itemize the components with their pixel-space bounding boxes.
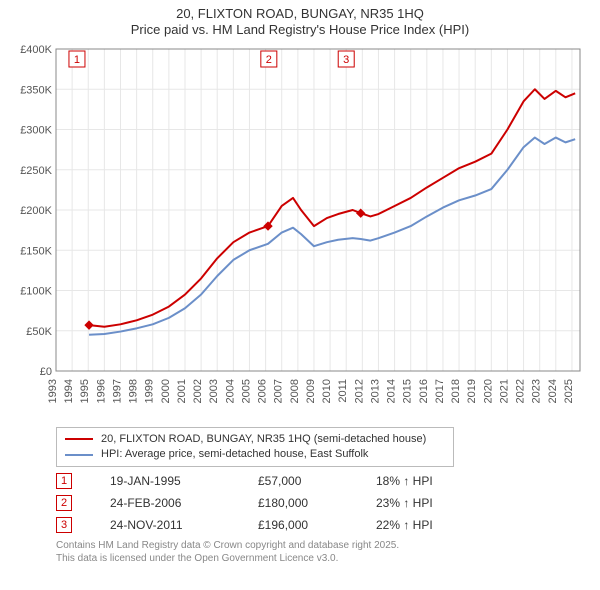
- svg-text:2010: 2010: [321, 379, 333, 403]
- legend-swatch: [65, 454, 93, 456]
- svg-text:2011: 2011: [337, 379, 349, 403]
- svg-text:1993: 1993: [47, 379, 59, 403]
- svg-text:2004: 2004: [224, 379, 236, 403]
- footer: Contains HM Land Registry data © Crown c…: [56, 539, 590, 565]
- svg-text:£100K: £100K: [20, 285, 52, 297]
- footer-line1: Contains HM Land Registry data © Crown c…: [56, 539, 590, 552]
- marker-price: £180,000: [258, 496, 338, 510]
- svg-text:1995: 1995: [79, 379, 91, 403]
- svg-text:1998: 1998: [128, 379, 140, 403]
- table-row: 1 19-JAN-1995 £57,000 18% ↑ HPI: [56, 473, 590, 489]
- legend-label: 20, FLIXTON ROAD, BUNGAY, NR35 1HQ (semi…: [101, 432, 426, 447]
- chart-svg: £0 £50K £100K £150K £200K £250K £300K £350K £400…: [10, 43, 590, 421]
- svg-text:2000: 2000: [160, 379, 172, 403]
- svg-text:2006: 2006: [257, 379, 269, 403]
- marker-badge: 3: [56, 517, 72, 533]
- svg-text:2001: 2001: [176, 379, 188, 403]
- legend-item: 20, FLIXTON ROAD, BUNGAY, NR35 1HQ (semi…: [65, 432, 445, 447]
- svg-text:1: 1: [74, 54, 80, 66]
- svg-text:2003: 2003: [208, 379, 220, 403]
- svg-text:1999: 1999: [144, 379, 156, 403]
- svg-text:2014: 2014: [386, 379, 398, 403]
- marker-number: 3: [61, 520, 67, 531]
- marker-hpi: 22% ↑ HPI: [376, 518, 476, 532]
- marker-badge: 1: [56, 473, 72, 489]
- marker-date: 24-FEB-2006: [110, 496, 220, 510]
- svg-text:2016: 2016: [418, 379, 430, 403]
- svg-text:£250K: £250K: [20, 164, 52, 176]
- svg-text:£50K: £50K: [26, 325, 52, 337]
- svg-text:£350K: £350K: [20, 84, 52, 96]
- svg-text:2005: 2005: [240, 379, 252, 403]
- chart-title-line2: Price paid vs. HM Land Registry's House …: [10, 22, 590, 38]
- svg-text:2013: 2013: [369, 379, 381, 403]
- svg-text:2007: 2007: [273, 379, 285, 403]
- svg-text:2: 2: [266, 54, 272, 66]
- table-row: 2 24-FEB-2006 £180,000 23% ↑ HPI: [56, 495, 590, 511]
- svg-text:2020: 2020: [482, 379, 494, 403]
- svg-text:2017: 2017: [434, 379, 446, 403]
- svg-text:2012: 2012: [353, 379, 365, 403]
- svg-text:2015: 2015: [402, 379, 414, 403]
- marker-number: 1: [61, 476, 67, 487]
- legend-item: HPI: Average price, semi-detached house,…: [65, 447, 445, 462]
- marker-date: 24-NOV-2011: [110, 518, 220, 532]
- marker-number: 2: [61, 498, 67, 509]
- svg-text:2021: 2021: [498, 379, 510, 403]
- legend-swatch: [65, 438, 93, 440]
- svg-text:2019: 2019: [466, 379, 478, 403]
- table-row: 3 24-NOV-2011 £196,000 22% ↑ HPI: [56, 517, 590, 533]
- svg-text:2023: 2023: [531, 379, 543, 403]
- marker-price: £196,000: [258, 518, 338, 532]
- marker-table: 1 19-JAN-1995 £57,000 18% ↑ HPI 2 24-FEB…: [56, 473, 590, 533]
- svg-text:£150K: £150K: [20, 245, 52, 257]
- svg-text:£300K: £300K: [20, 124, 52, 136]
- marker-price: £57,000: [258, 474, 338, 488]
- svg-text:£400K: £400K: [20, 44, 52, 56]
- svg-text:1996: 1996: [95, 379, 107, 403]
- svg-text:1997: 1997: [111, 379, 123, 403]
- chart-container: 20, FLIXTON ROAD, BUNGAY, NR35 1HQ Price…: [0, 0, 600, 590]
- marker-hpi: 18% ↑ HPI: [376, 474, 476, 488]
- svg-text:2009: 2009: [305, 379, 317, 403]
- svg-text:3: 3: [343, 54, 349, 66]
- legend-label: HPI: Average price, semi-detached house,…: [101, 447, 368, 462]
- svg-text:1994: 1994: [63, 379, 75, 403]
- footer-line2: This data is licensed under the Open Gov…: [56, 552, 590, 565]
- marker-date: 19-JAN-1995: [110, 474, 220, 488]
- svg-text:2008: 2008: [289, 379, 301, 403]
- chart-plot-area: £0 £50K £100K £150K £200K £250K £300K £350K £400…: [10, 43, 590, 421]
- svg-text:2018: 2018: [450, 379, 462, 403]
- marker-hpi: 23% ↑ HPI: [376, 496, 476, 510]
- svg-text:2025: 2025: [563, 379, 575, 403]
- chart-title-line1: 20, FLIXTON ROAD, BUNGAY, NR35 1HQ: [10, 6, 590, 22]
- svg-text:2024: 2024: [547, 379, 559, 403]
- svg-text:2002: 2002: [192, 379, 204, 403]
- legend: 20, FLIXTON ROAD, BUNGAY, NR35 1HQ (semi…: [56, 427, 454, 468]
- marker-badge: 2: [56, 495, 72, 511]
- svg-text:£200K: £200K: [20, 205, 52, 217]
- svg-text:£0: £0: [40, 366, 52, 378]
- svg-text:2022: 2022: [515, 379, 527, 403]
